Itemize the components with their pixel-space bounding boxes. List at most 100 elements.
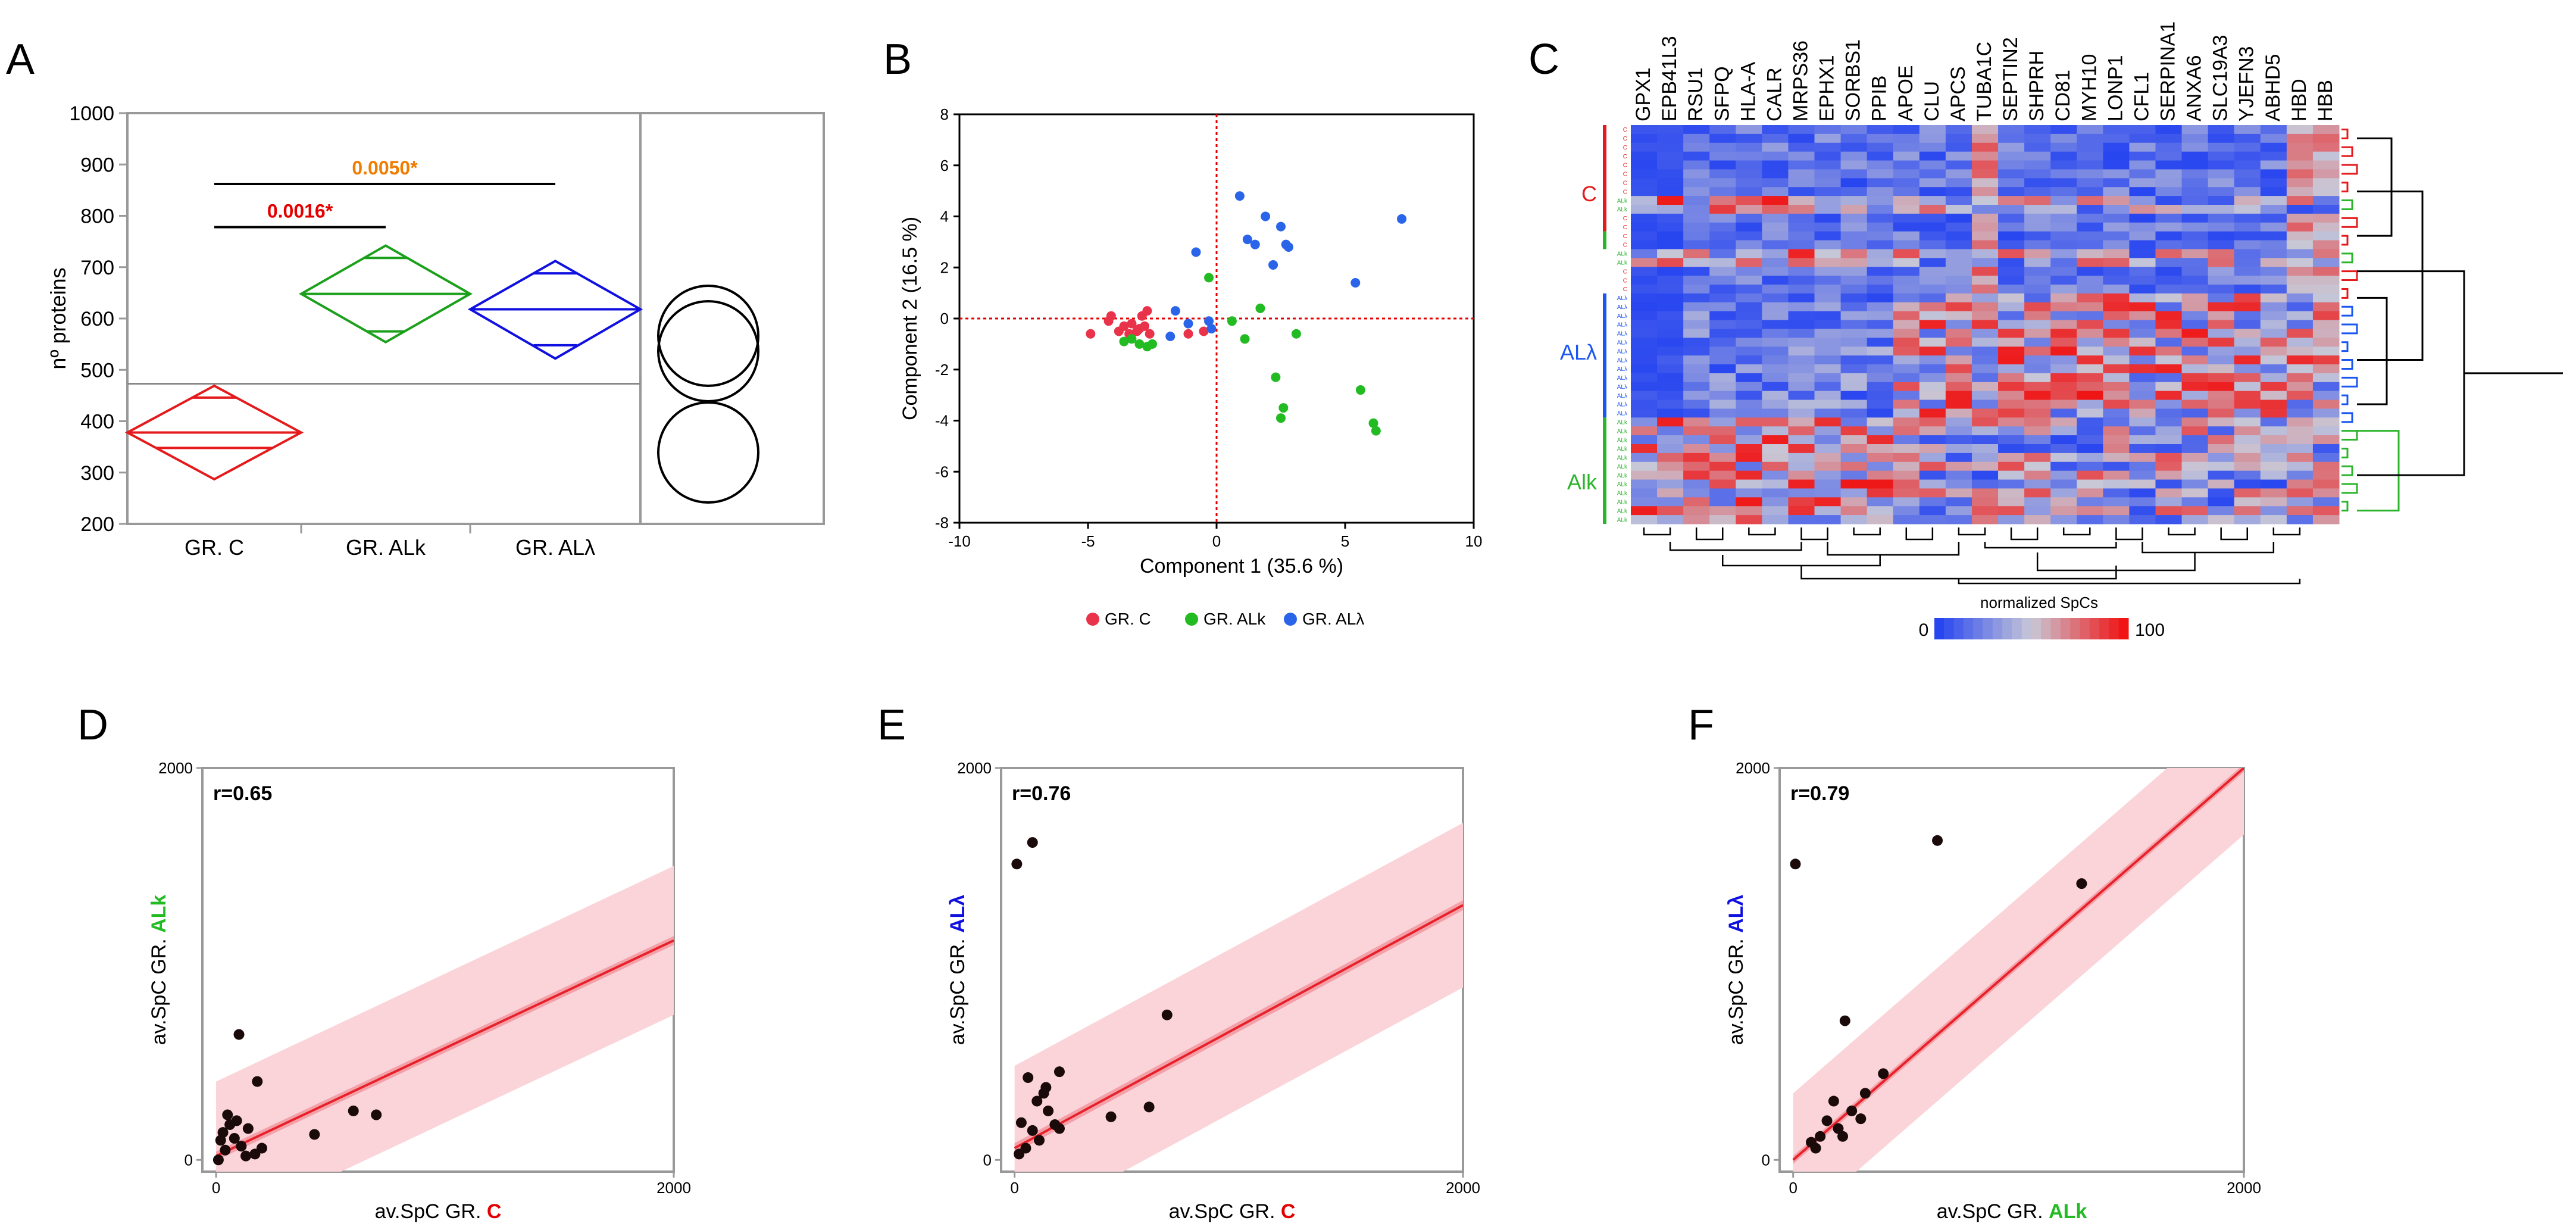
heatmap-cell bbox=[2312, 461, 2340, 472]
heatmap-cell bbox=[1945, 222, 1972, 232]
y-tick-label: 0 bbox=[1762, 1151, 1770, 1169]
heatmap-cell bbox=[2077, 355, 2103, 365]
heatmap-cell bbox=[2286, 506, 2314, 516]
heatmap-cell bbox=[2077, 373, 2103, 383]
heatmap-cell bbox=[1945, 169, 1972, 179]
heatmap-cell bbox=[2208, 267, 2235, 276]
heatmap-cell bbox=[1814, 444, 1842, 454]
heatmap-cell bbox=[2181, 311, 2209, 321]
heatmap-cell bbox=[2050, 249, 2077, 258]
heatmap-cell bbox=[2129, 435, 2156, 445]
heatmap-cell bbox=[2234, 249, 2261, 258]
data-point bbox=[1053, 1066, 1065, 1078]
heatmap-cell bbox=[1998, 293, 2025, 303]
heatmap-cell bbox=[2024, 311, 2051, 321]
data-point bbox=[348, 1105, 359, 1116]
heatmap-cell bbox=[2312, 142, 2340, 152]
heatmap-cell bbox=[2312, 338, 2340, 347]
heatmap-cell bbox=[1840, 187, 1868, 196]
heatmap-cell bbox=[1998, 346, 2025, 356]
heatmap-cell bbox=[1998, 417, 2025, 427]
heatmap-cell bbox=[1631, 187, 1658, 196]
heatmap-cell bbox=[1893, 249, 1920, 258]
heatmap-cell bbox=[1683, 382, 1710, 392]
heatmap-cell bbox=[1945, 320, 1972, 329]
heatmap-cell bbox=[2234, 320, 2261, 329]
heatmap-cell bbox=[1736, 267, 1762, 276]
heatmap-cell bbox=[2077, 408, 2103, 418]
heatmap-cell bbox=[2260, 240, 2287, 249]
plot-area bbox=[212, 866, 674, 1172]
heatmap-cell bbox=[2129, 311, 2156, 321]
heatmap-cell bbox=[2024, 196, 2051, 205]
heatmap-cell bbox=[1840, 133, 1868, 143]
heatmap-cell bbox=[2208, 417, 2235, 427]
heatmap-cell bbox=[1657, 391, 1684, 401]
heatmap-cell bbox=[1736, 515, 1762, 525]
pca-point bbox=[1204, 273, 1214, 283]
heatmap-cell bbox=[2181, 320, 2209, 329]
heatmap-cell bbox=[2260, 160, 2287, 170]
heatmap-column-label: CLU bbox=[1921, 81, 1943, 121]
heatmap-cell bbox=[1657, 160, 1684, 170]
heatmap-cell bbox=[2181, 346, 2209, 356]
heatmap-cell bbox=[2286, 470, 2314, 480]
panel-c-heatmap: GPX1 EPB41L3 RSU1 SFPQ HLA-A CALR MRPS36 EPHX1 S… bbox=[1560, 21, 2563, 640]
heatmap-cell bbox=[1919, 320, 1946, 329]
heatmap-cell bbox=[1998, 391, 2025, 401]
heatmap-cell bbox=[1709, 399, 1736, 409]
heatmap-cell bbox=[1840, 426, 1868, 436]
heatmap-cell bbox=[2260, 142, 2287, 152]
heatmap-cell bbox=[1762, 231, 1789, 241]
heatmap-cell bbox=[1945, 470, 1972, 480]
heatmap-cell bbox=[1683, 408, 1710, 418]
panel-a-comparison-circles bbox=[657, 285, 759, 504]
heatmap-cell bbox=[1788, 142, 1815, 152]
heatmap-cell bbox=[2312, 470, 2340, 480]
heatmap-cell bbox=[1998, 142, 2025, 152]
column-dendro-branch bbox=[2115, 527, 2143, 541]
heatmap-cell bbox=[2103, 382, 2130, 392]
heatmap-cell bbox=[1867, 222, 1894, 232]
heatmap-cell bbox=[2260, 506, 2287, 516]
heatmap-cell bbox=[1893, 515, 1920, 525]
heatmap-cell bbox=[1657, 240, 1684, 249]
heatmap-cell bbox=[1945, 338, 1972, 347]
heatmap-cell bbox=[1709, 293, 1736, 303]
heatmap-cell bbox=[1893, 364, 1920, 374]
row-dendro-branch bbox=[2341, 376, 2358, 388]
heatmap-color-scale bbox=[1934, 618, 2129, 639]
heatmap-cell bbox=[1762, 399, 1789, 409]
heatmap-cell bbox=[1762, 276, 1789, 285]
heatmap-cell bbox=[1736, 125, 1762, 135]
heatmap-cell bbox=[1683, 311, 1710, 321]
heatmap-row-label: C bbox=[1623, 154, 1627, 160]
heatmap-cell bbox=[1971, 515, 1999, 525]
heatmap-cell bbox=[2208, 222, 2235, 232]
heatmap-cell bbox=[1867, 276, 1894, 285]
heatmap-cell bbox=[2024, 205, 2051, 214]
column-dendro-branch bbox=[1695, 527, 1724, 541]
heatmap-cell bbox=[1919, 133, 1946, 143]
heatmap-cell bbox=[1945, 142, 1972, 152]
heatmap-cell bbox=[1814, 133, 1842, 143]
heatmap-cell bbox=[1683, 452, 1710, 463]
heatmap-cell bbox=[1762, 302, 1789, 312]
heatmap-cell bbox=[2103, 285, 2130, 294]
heatmap-cell bbox=[1840, 497, 1868, 507]
row-dendro-branch bbox=[2341, 501, 2349, 512]
heatmap-cell bbox=[2103, 125, 2130, 135]
scale-swatch bbox=[1963, 618, 1974, 639]
heatmap-cell bbox=[1893, 417, 1920, 427]
row-dendro-branch bbox=[2341, 394, 2349, 405]
heatmap-cell bbox=[1762, 408, 1789, 418]
heatmap-cell bbox=[2181, 479, 2209, 489]
heatmap-cell bbox=[1762, 426, 1789, 436]
heatmap-cell bbox=[1971, 151, 1999, 161]
heatmap-cell bbox=[1709, 391, 1736, 401]
heatmap-cell bbox=[1893, 240, 1920, 249]
heatmap-cell bbox=[2181, 231, 2209, 241]
heatmap-cell bbox=[1814, 142, 1842, 152]
heatmap-cell bbox=[1709, 142, 1736, 152]
heatmap-cell bbox=[1683, 293, 1710, 303]
